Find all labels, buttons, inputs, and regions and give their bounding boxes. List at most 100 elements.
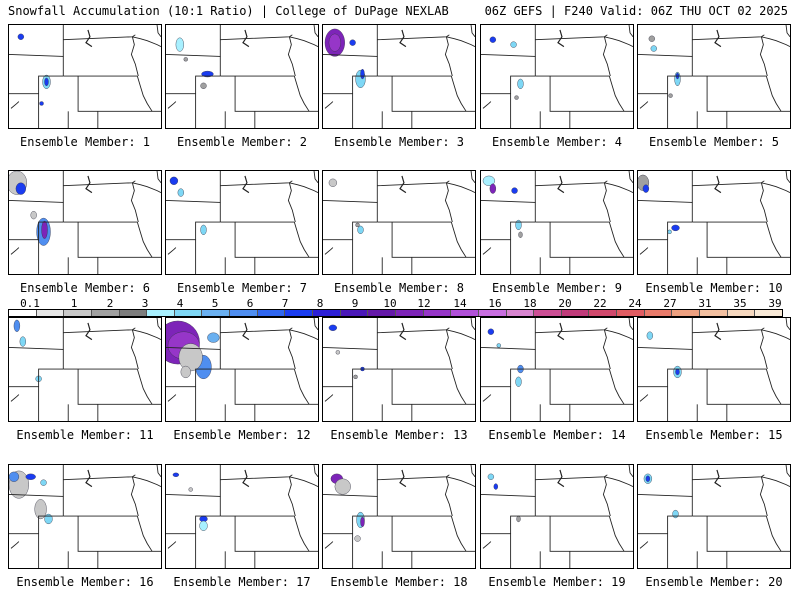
colorbar-segment [644, 310, 673, 316]
ensemble-member-caption: Ensemble Member: 13 [330, 428, 468, 442]
state-borders-map [638, 465, 790, 568]
ensemble-member-caption: Ensemble Member: 15 [645, 428, 783, 442]
colorbar-tick-label: 31 [698, 297, 712, 310]
colorbar-segment [395, 310, 424, 316]
colorbar-segment [147, 310, 175, 316]
ensemble-member-caption: Ensemble Member: 20 [645, 575, 783, 589]
ensemble-member-caption: Ensemble Member: 3 [333, 135, 465, 149]
colorbar-tick-label: 39 [768, 297, 782, 310]
state-borders-map [9, 25, 161, 128]
ensemble-member-caption: Ensemble Member: 6 [19, 281, 151, 295]
ensemble-map-panel [637, 24, 791, 129]
ensemble-map-panel [637, 170, 791, 275]
colorbar-tick-label: 12 [417, 297, 431, 310]
ensemble-member-caption: Ensemble Member: 8 [333, 281, 465, 295]
state-borders-map [323, 465, 475, 568]
colorbar-tick-label: 7 [281, 297, 289, 310]
colorbar-segment [64, 310, 92, 316]
ensemble-member-caption: Ensemble Member: 14 [488, 428, 626, 442]
colorbar-segment [617, 310, 645, 316]
ensemble-map-panel [322, 317, 476, 422]
ensemble-member-caption: Ensemble Member: 12 [173, 428, 311, 442]
colorbar-segment [561, 310, 590, 316]
ensemble-member-caption: Ensemble Member: 17 [173, 575, 311, 589]
colorbar-segment [285, 310, 314, 316]
colorbar-segment [478, 310, 507, 316]
colorbar-labels: 0.1 1 2 3 4 5 6 7 8 9 10 12 14 16 18 20 22 24 27 31 35 39 [8, 297, 783, 310]
colorbar-tick-label: 9 [351, 297, 359, 310]
colorbar-tick-label: 2 [106, 297, 114, 310]
state-borders-map [166, 25, 318, 128]
colorbar-segment [451, 310, 479, 316]
state-borders-map [323, 25, 475, 128]
state-borders-map [9, 465, 161, 568]
ensemble-map-panel [480, 317, 634, 422]
colorbar-segment [119, 310, 148, 316]
state-borders-map [481, 171, 633, 274]
ensemble-map-panel [8, 317, 162, 422]
ensemble-member-caption: Ensemble Member: 7 [176, 281, 308, 295]
colorbar-segment [9, 310, 37, 316]
colorbar-tick-label: 18 [523, 297, 537, 310]
state-borders-map [638, 25, 790, 128]
colorbar-segment [755, 310, 782, 316]
ensemble-map-panel [322, 170, 476, 275]
ensemble-member-caption: Ensemble Member: 5 [648, 135, 780, 149]
colorbar-segment [727, 310, 756, 316]
state-borders-map [323, 318, 475, 421]
ensemble-map-panel [480, 464, 634, 569]
ensemble-member-caption: Ensemble Member: 9 [491, 281, 623, 295]
colorbar-segment [313, 310, 341, 316]
colorbar-tick-label: 24 [628, 297, 642, 310]
colorbar-segment [672, 310, 701, 316]
ensemble-map-panel [8, 464, 162, 569]
state-borders-map [481, 25, 633, 128]
colorbar-segment [340, 310, 369, 316]
ensemble-map-panel [165, 24, 319, 129]
colorbar-tick-label: 1 [70, 297, 78, 310]
state-borders-map [481, 465, 633, 568]
ensemble-map-panel [8, 170, 162, 275]
colorbar-tick-label: 8 [316, 297, 324, 310]
ensemble-member-caption: Ensemble Member: 2 [176, 135, 308, 149]
colorbar-tick-label: 6 [246, 297, 254, 310]
ensemble-map-panel [165, 464, 319, 569]
state-borders-map [638, 318, 790, 421]
colorbar-segment [506, 310, 535, 316]
colorbar-tick-label: 0.1 [20, 297, 40, 310]
ensemble-map-panel [165, 170, 319, 275]
ensemble-member-caption: Ensemble Member: 18 [330, 575, 468, 589]
colorbar-tick-label: 14 [453, 297, 467, 310]
ensemble-member-caption: Ensemble Member: 16 [16, 575, 154, 589]
state-borders-map [9, 318, 161, 421]
colorbar-tick-label: 16 [488, 297, 502, 310]
colorbar-tick-label: 20 [558, 297, 572, 310]
colorbar-segment [202, 310, 231, 316]
ensemble-member-caption: Ensemble Member: 19 [488, 575, 626, 589]
ensemble-map-panel [8, 24, 162, 129]
colorbar-tick-label: 5 [211, 297, 219, 310]
ensemble-map-panel [480, 24, 634, 129]
ensemble-map-panel [165, 317, 319, 422]
colorbar-tick-label: 10 [383, 297, 397, 310]
ensemble-map-panel [637, 464, 791, 569]
ensemble-map-panel [637, 317, 791, 422]
state-borders-map [481, 318, 633, 421]
colorbar-segment [36, 310, 65, 316]
ensemble-map-panel [322, 464, 476, 569]
colorbar-tick-label: 27 [663, 297, 677, 310]
ensemble-map-panel [322, 24, 476, 129]
colorbar-segment [534, 310, 562, 316]
colorbar-segment [423, 310, 452, 316]
colorbar-tick-label: 4 [176, 297, 184, 310]
colorbar-tick-label: 35 [733, 297, 747, 310]
colorbar-segment [589, 310, 618, 316]
colorbar-segment [91, 310, 120, 316]
state-borders-map [9, 171, 161, 274]
ensemble-map-panel [480, 170, 634, 275]
ensemble-member-caption: Ensemble Member: 11 [16, 428, 154, 442]
state-borders-map [638, 171, 790, 274]
state-borders-map [323, 171, 475, 274]
colorbar-segment [257, 310, 286, 316]
ensemble-member-caption: Ensemble Member: 4 [491, 135, 623, 149]
